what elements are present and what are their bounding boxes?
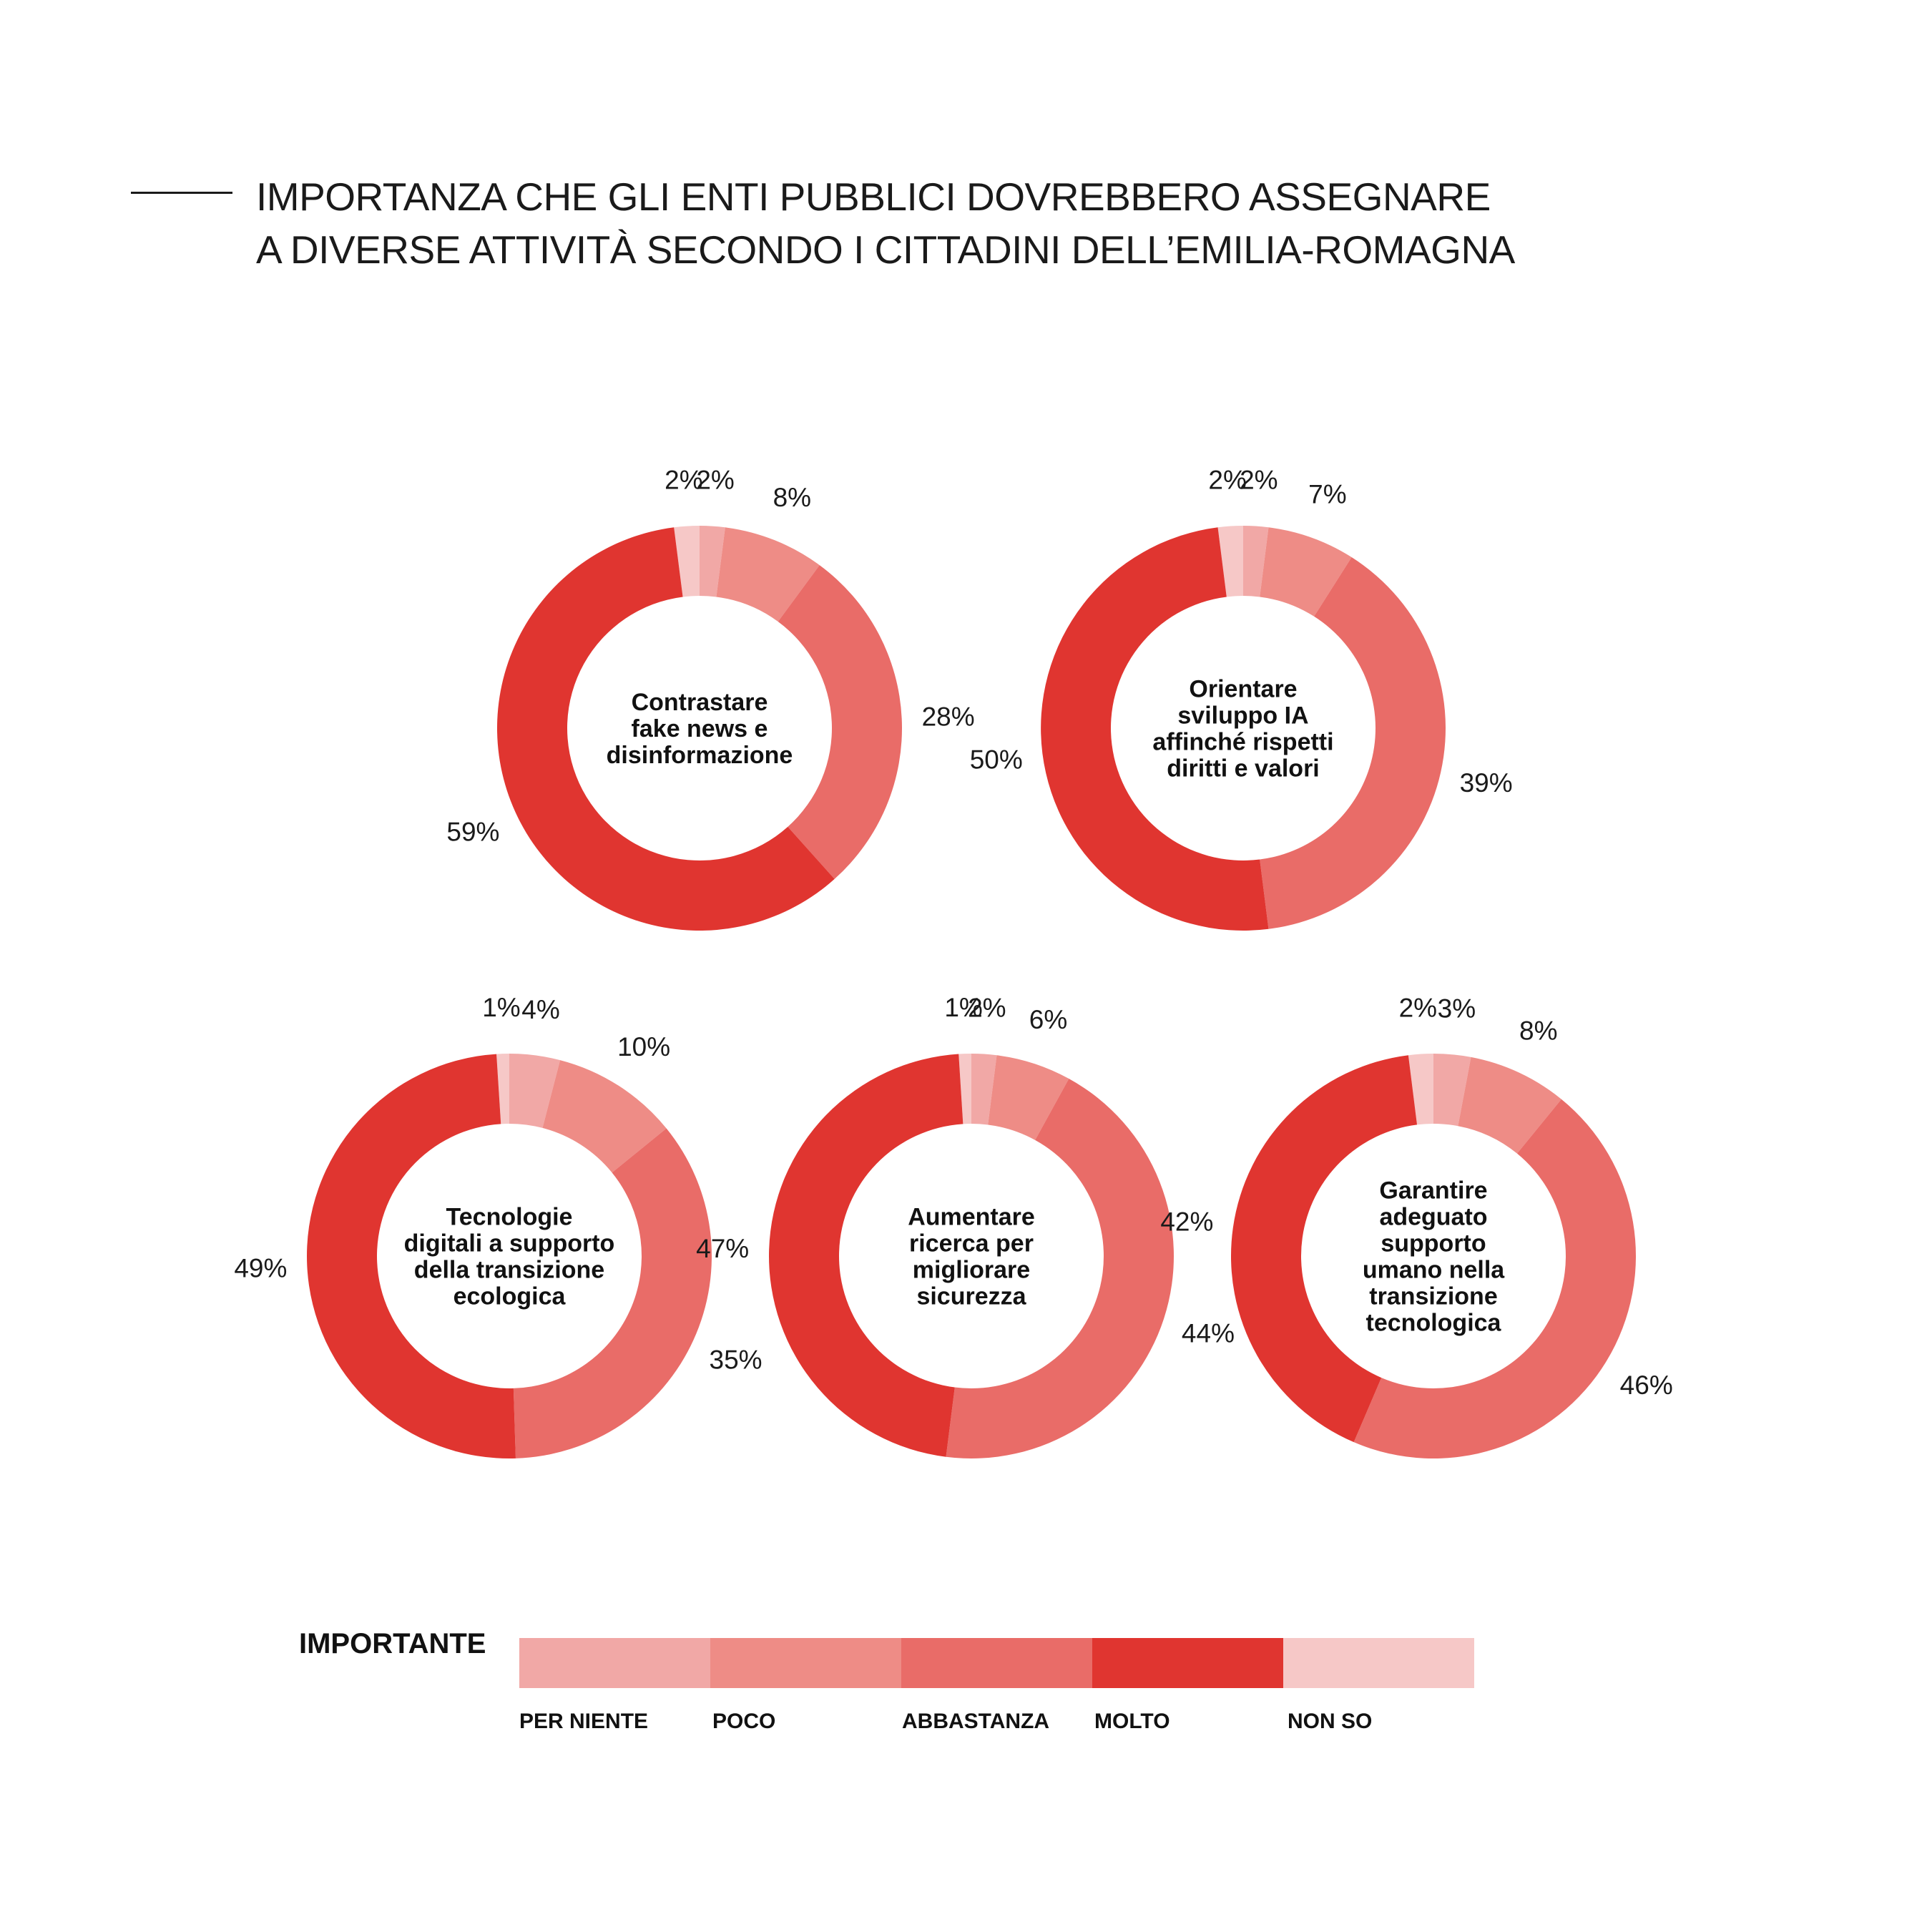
data-label-non-so: 1% — [482, 993, 520, 1022]
donut-chart-2: 2%2% 7% 39% 50% Orientare sviluppo IA affinché… — [970, 466, 1513, 931]
slice-abbastanza — [1260, 557, 1446, 929]
center-title-line: digitali a supporto — [404, 1230, 615, 1257]
legend-swatch-non-so — [1283, 1638, 1474, 1688]
slice-poco — [1260, 527, 1352, 617]
slice-abbastanza — [513, 1128, 712, 1458]
center-title: Tecnologie digitali a supporto della trans… — [404, 1204, 615, 1310]
slice-abbastanza — [1353, 1099, 1636, 1458]
slice-molto — [307, 1054, 516, 1458]
data-label-non-so: 2% — [665, 466, 702, 495]
data-label-abbastanza: 28% — [922, 702, 975, 731]
data-label-abbastanza: 35% — [710, 1345, 762, 1375]
slice-per-niente — [700, 526, 725, 597]
center-title-line: supporto — [1381, 1230, 1486, 1257]
data-label-poco: 8% — [773, 483, 811, 512]
center-title: Aumentare ricerca per migliorare sicurezza — [908, 1204, 1035, 1310]
slice-poco — [542, 1060, 667, 1173]
data-label-non-so: 2% — [1399, 994, 1437, 1023]
center-title-line: Contrastare — [632, 689, 768, 716]
center-title-line: sviluppo IA — [1177, 702, 1308, 730]
slice-per-niente — [1433, 1054, 1471, 1127]
center-title-line: Aumentare — [908, 1204, 1035, 1231]
center-title-line: affinché rispetti — [1152, 729, 1333, 756]
data-label-non-so: 1% — [944, 993, 982, 1022]
data-label-poco: 6% — [1029, 1005, 1067, 1034]
center-title-line: sicurezza — [916, 1283, 1026, 1310]
data-label-abbastanza: 39% — [1460, 768, 1513, 798]
slice-non-so — [496, 1054, 509, 1124]
donut-chart-5: 2% 3% 8% 46% 42% Garantire adeguato supporto uma… — [1160, 994, 1673, 1458]
center-title-line: transizione — [1369, 1283, 1497, 1310]
slice-non-so — [1408, 1054, 1433, 1125]
data-label-per-niente: 3% — [1438, 994, 1476, 1024]
title-line-1: IMPORTANZA CHE GLI ENTI PUBBLICI DOVREBB… — [256, 175, 1491, 219]
donut-chart-3: 1% 4% 10% 35% 49% Tecnologie digitali a suppor… — [234, 993, 762, 1458]
legend-title: IMPORTANTE — [299, 1628, 486, 1659]
center-title: Contrastare fake news e disinformazione — [607, 689, 793, 769]
center-title-line: adeguato — [1379, 1204, 1487, 1231]
data-label-non-so: 2% — [1208, 466, 1246, 495]
data-label-molto: 42% — [1160, 1207, 1213, 1236]
legend-swatch-abbastanza — [901, 1638, 1092, 1688]
slice-non-so — [958, 1054, 971, 1124]
data-label-molto: 49% — [234, 1254, 287, 1283]
donut-chart-4: 1%2% 6% 44% 47% Aumentare ricerca per migliora… — [696, 993, 1235, 1458]
center-title-line: Tecnologie — [446, 1204, 573, 1231]
data-label-poco: 8% — [1519, 1016, 1557, 1045]
legend-swatch-poco — [710, 1638, 901, 1688]
slice-molto — [1041, 527, 1269, 931]
slice-per-niente — [509, 1054, 561, 1128]
center-title-line: umano nella — [1363, 1257, 1505, 1284]
slice-abbastanza — [778, 565, 902, 879]
slice-molto — [1230, 1055, 1418, 1443]
center-title: Orientare sviluppo IA affinché rispetti dir… — [1152, 676, 1333, 783]
center-title-line: ecologica — [453, 1283, 567, 1310]
legend-swatch-molto — [1092, 1638, 1283, 1688]
data-label-per-niente: 2% — [1240, 466, 1278, 495]
donut-chart-1: 2%2% 8% 28% 59% Contrastare fake news e disinf… — [446, 466, 975, 931]
data-label-molto: 47% — [696, 1234, 749, 1263]
center-title: Garantire adeguato supporto umano nella tran… — [1363, 1177, 1505, 1337]
slice-per-niente — [1243, 526, 1269, 597]
data-label-per-niente: 2% — [968, 994, 1006, 1023]
center-title-line: fake news e — [632, 715, 768, 742]
data-label-abbastanza: 46% — [1620, 1370, 1673, 1400]
data-label-per-niente: 2% — [696, 466, 734, 495]
legend-label-per-niente: PER NIENTE — [519, 1710, 649, 1733]
slice-poco — [716, 527, 820, 622]
data-label-molto: 59% — [446, 818, 499, 847]
center-title-line: migliorare — [913, 1257, 1030, 1284]
slice-abbastanza — [946, 1079, 1174, 1458]
legend-bar — [519, 1638, 1474, 1688]
center-title-line: della transizione — [414, 1257, 604, 1284]
slice-non-so — [1217, 526, 1243, 597]
data-label-molto: 50% — [970, 745, 1023, 775]
title-rule — [131, 192, 232, 194]
center-title-line: diritti e valori — [1167, 755, 1320, 783]
slice-per-niente — [971, 1054, 997, 1125]
slice-non-so — [674, 526, 700, 597]
legend-label-poco: POCO — [712, 1710, 776, 1733]
title-line-2: A DIVERSE ATTIVITÀ SECONDO I CITTADINI D… — [256, 227, 1515, 272]
center-title-line: disinformazione — [607, 742, 793, 769]
page-title: IMPORTANZA CHE GLI ENTI PUBBLICI DOVREBB… — [256, 170, 1515, 276]
slice-molto — [769, 1054, 963, 1457]
slice-poco — [988, 1055, 1069, 1140]
data-label-poco: 7% — [1308, 480, 1346, 509]
data-label-per-niente: 4% — [521, 995, 559, 1024]
legend-label-abbastanza: ABBASTANZA — [902, 1710, 1050, 1733]
center-title-line: Orientare — [1189, 676, 1297, 703]
center-title-line: ricerca per — [909, 1230, 1034, 1257]
legend-swatch-per-niente — [519, 1638, 710, 1688]
center-title-line: Garantire — [1379, 1177, 1487, 1205]
slice-poco — [1458, 1056, 1561, 1154]
slice-molto — [496, 527, 835, 931]
data-label-poco: 10% — [617, 1032, 670, 1061]
data-label-abbastanza: 44% — [1182, 1319, 1235, 1348]
center-title-line: tecnologica — [1366, 1310, 1502, 1337]
legend-label-non-so: NON SO — [1288, 1710, 1373, 1733]
legend-label-molto: MOLTO — [1094, 1710, 1170, 1733]
